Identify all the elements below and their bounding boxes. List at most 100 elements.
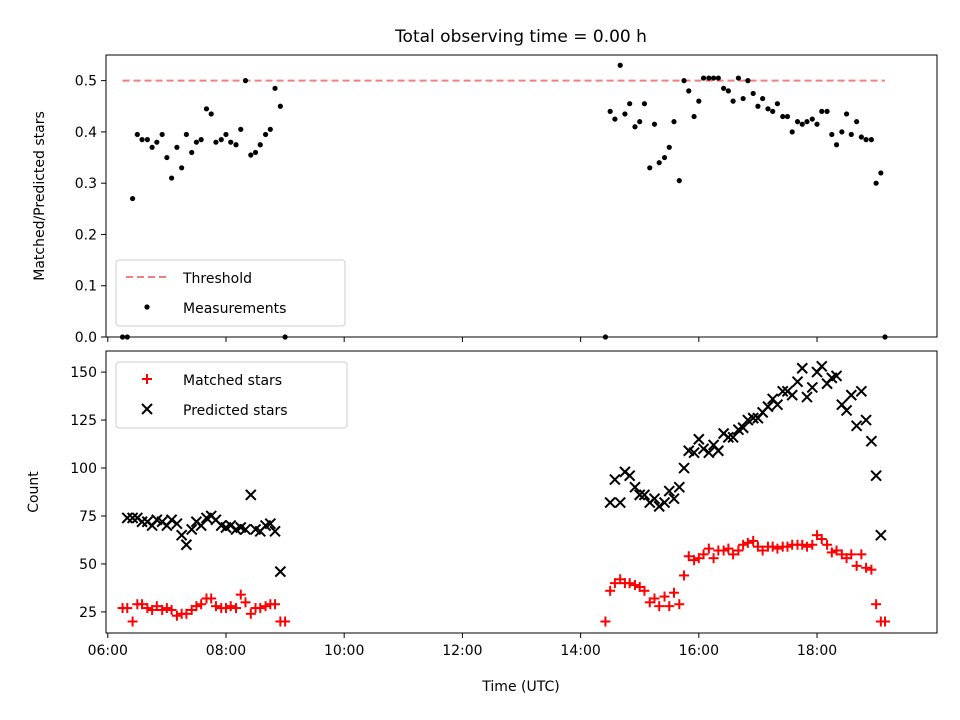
matched-star-point — [689, 555, 700, 566]
bottom-legend: Matched stars Predicted stars — [115, 361, 348, 429]
measurement-point — [149, 144, 155, 150]
matched-star-point — [609, 578, 620, 589]
legend-predicted-label: Predicted stars — [183, 403, 288, 419]
measurement-point — [843, 111, 850, 117]
predicted-star-point — [801, 391, 813, 403]
measurement-point — [233, 142, 239, 148]
measurement-point — [700, 75, 707, 81]
matched-star-point — [659, 591, 670, 602]
measurement-point — [745, 78, 751, 84]
measurement-point — [203, 106, 210, 112]
bottom-y-tick-label: 25 — [79, 605, 97, 621]
measurement-point — [794, 119, 801, 125]
predicted-star-point — [264, 517, 277, 530]
matched-star-point — [797, 539, 808, 550]
matched-star-point — [748, 535, 759, 546]
measurement-point — [676, 178, 682, 184]
predicted-star-point — [840, 404, 853, 417]
matched-star-point — [639, 585, 650, 596]
top-x-ticks — [107, 337, 818, 342]
matched-star-point — [826, 547, 837, 558]
matched-star-point — [767, 541, 778, 552]
measurement-point — [774, 101, 781, 107]
matched-star-point — [649, 593, 660, 604]
matched-star-point — [260, 601, 271, 612]
measurement-point — [656, 160, 662, 166]
measurement-point — [242, 78, 249, 84]
bottom-y-ticks: 25 50 75 100 125 150 — [70, 365, 106, 621]
bottom-x-tick-label: 14:00 — [560, 643, 600, 659]
predicted-star-point — [693, 433, 705, 445]
predicted-star-point — [663, 485, 675, 497]
bottom-y-tick-label: 100 — [70, 461, 97, 477]
matched-star-point — [698, 549, 709, 560]
matched-star-point — [772, 543, 783, 554]
bottom-y-tick-label: 50 — [79, 557, 97, 573]
measurement-point — [262, 131, 269, 138]
measurement-point — [819, 108, 825, 114]
matched-star-point — [600, 616, 611, 627]
measurement-point — [780, 113, 786, 120]
measurement-point — [213, 139, 219, 145]
matched-star-point — [871, 599, 882, 610]
measurement-point — [804, 119, 810, 125]
top-y-tick-label: 0.2 — [75, 227, 97, 243]
top-y-tick-label: 0.0 — [75, 330, 97, 346]
predicted-star-point — [845, 389, 858, 401]
predicted-star-point — [771, 399, 784, 411]
bottom-axes-frame — [105, 350, 938, 634]
measurement-point — [651, 121, 658, 127]
measurement-point — [710, 75, 717, 81]
matched-star-point — [255, 603, 266, 614]
measurement-point — [839, 129, 845, 135]
measurement-point — [144, 137, 150, 143]
legend-measurements-swatch — [144, 304, 150, 310]
legend-matched-label: Matched stars — [183, 373, 282, 389]
measurement-point — [612, 116, 618, 122]
measurement-point — [721, 85, 727, 91]
predicted-star-point — [623, 469, 636, 482]
matched-star-point — [851, 560, 862, 571]
matched-star-point — [723, 543, 734, 554]
predicted-star-point — [865, 435, 878, 447]
measurement-point — [164, 154, 170, 161]
matched-star-point — [831, 545, 842, 556]
predicted-star-point — [816, 360, 828, 373]
x-axis-label: Time (UTC) — [481, 679, 559, 695]
predicted-star-point — [126, 512, 139, 524]
measurement-point — [627, 101, 633, 107]
bottom-y-axis-label: Count — [26, 471, 42, 513]
measurement-point — [193, 139, 200, 145]
predicted-star-point — [658, 496, 671, 509]
measurement-point — [134, 131, 140, 138]
matched-star-point — [757, 545, 768, 556]
bottom-x-tick-label: 06:00 — [88, 643, 128, 659]
predicted-star-point — [777, 385, 789, 397]
matched-star-point — [822, 539, 833, 550]
predicted-star-point — [786, 389, 798, 401]
predicted-star-point — [629, 481, 641, 493]
figure-title: Total observing time = 0.00 h — [394, 27, 647, 47]
measurement-point — [637, 119, 643, 125]
predicted-star-point — [638, 489, 651, 501]
measurement-point — [740, 95, 746, 102]
measurement-point — [873, 180, 879, 186]
matched-star-point — [142, 603, 153, 614]
matched-star-point — [807, 539, 818, 550]
measurement-point — [248, 152, 254, 158]
bottom-x-tick-label: 10:00 — [324, 643, 364, 659]
predicted-star-point — [688, 446, 700, 459]
matched-star-point — [225, 601, 236, 612]
measurement-point — [863, 137, 869, 143]
predicted-star-point — [634, 489, 646, 501]
matched-star-point — [605, 585, 616, 596]
measurement-point — [858, 134, 864, 140]
predicted-star-point — [609, 473, 621, 486]
bottom-y-tick-label: 75 — [79, 509, 97, 525]
matched-star-point — [801, 541, 812, 552]
predicted-star-point — [875, 529, 887, 541]
predicted-star-point — [722, 431, 735, 444]
predicted-star-point — [762, 400, 774, 413]
predicted-star-point — [678, 462, 690, 474]
